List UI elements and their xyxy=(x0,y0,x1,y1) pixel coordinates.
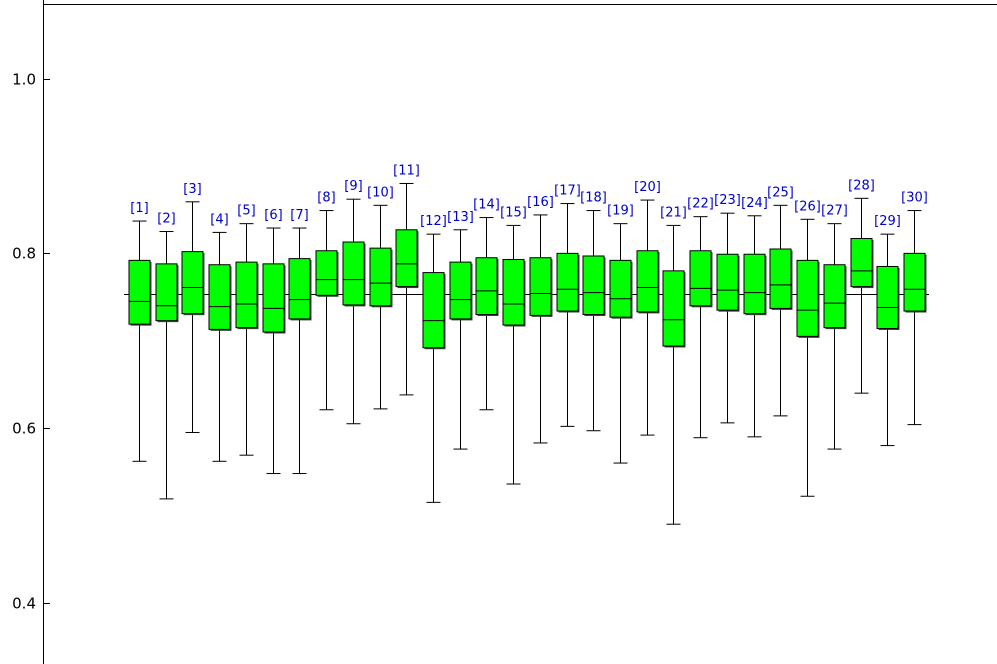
box-20: [20] xyxy=(634,180,661,436)
y-axis: 0.4 0.6 0.8 1.0 xyxy=(12,71,50,613)
box-body xyxy=(662,270,685,347)
box-7: [7] xyxy=(288,208,312,475)
box-body xyxy=(582,255,605,316)
box-label: [14] xyxy=(473,198,500,213)
box-body xyxy=(876,265,899,330)
box-body xyxy=(422,272,445,349)
box-label: [27] xyxy=(821,204,848,219)
box-28: [28] xyxy=(848,178,875,394)
box-18: [18] xyxy=(580,191,607,432)
box-body xyxy=(475,257,498,316)
box-label: [21] xyxy=(660,205,687,220)
box-2: [2] xyxy=(155,212,179,500)
box-16: [16] xyxy=(527,195,554,444)
box-body xyxy=(288,258,311,320)
box-30: [30] xyxy=(901,191,928,426)
box-label: [1] xyxy=(130,201,148,216)
box-14: [14] xyxy=(473,198,500,411)
box-13: [13] xyxy=(447,210,474,450)
box-body xyxy=(395,229,418,288)
box-label: [7] xyxy=(290,208,308,223)
box-label: [4] xyxy=(210,212,228,227)
box-label: [30] xyxy=(901,191,928,206)
box-label: [18] xyxy=(580,191,607,206)
box-body xyxy=(769,248,792,309)
box-body xyxy=(181,251,204,315)
box-23: [23] xyxy=(714,193,741,424)
box-11: [11] xyxy=(393,163,420,396)
box-26: [26] xyxy=(794,199,821,497)
box-label: [13] xyxy=(447,210,474,225)
box-body xyxy=(850,238,873,288)
y-tick-label: 0.4 xyxy=(12,595,36,613)
box-body xyxy=(556,252,579,312)
box-body xyxy=(689,250,712,307)
box-6: [6] xyxy=(262,208,286,475)
box-body xyxy=(449,261,472,320)
box-label: [2] xyxy=(157,212,175,227)
box-25: [25] xyxy=(767,185,794,417)
box-21: [21] xyxy=(660,205,687,525)
box-label: [10] xyxy=(367,185,394,200)
box-label: [28] xyxy=(848,178,875,193)
box-label: [19] xyxy=(607,204,634,219)
box-17: [17] xyxy=(554,184,581,427)
box-label: [3] xyxy=(183,182,201,197)
box-29: [29] xyxy=(874,214,901,447)
box-label: [15] xyxy=(500,205,527,220)
box-27: [27] xyxy=(821,204,848,450)
box-label: [17] xyxy=(554,184,581,199)
box-22: [22] xyxy=(687,197,714,439)
box-body xyxy=(235,261,258,329)
box-body xyxy=(636,250,659,313)
box-body xyxy=(262,263,285,333)
box-label: [12] xyxy=(420,214,447,229)
box-label: [23] xyxy=(714,193,741,208)
box-body xyxy=(529,257,552,316)
box-body xyxy=(743,253,766,315)
box-label: [8] xyxy=(317,191,335,206)
box-3: [3] xyxy=(181,182,205,433)
y-tick-label: 1.0 xyxy=(12,71,36,89)
box-label: [25] xyxy=(767,185,794,200)
box-label: [29] xyxy=(874,214,901,229)
box-body xyxy=(796,259,819,337)
boxes-layer: [1][2][3][4][5] [6] [7][8][9] [10][11][12][… xyxy=(128,163,928,525)
box-10: [10] xyxy=(367,185,394,410)
box-4: [4] xyxy=(208,212,232,462)
box-12: [12] xyxy=(420,214,447,503)
box-body xyxy=(342,241,365,306)
box-label: [26] xyxy=(794,199,821,214)
box-body xyxy=(903,252,926,312)
box-19: [19] xyxy=(607,204,634,464)
box-label: [6] xyxy=(264,208,282,223)
box-5: [5] xyxy=(235,204,259,456)
box-body xyxy=(155,263,178,322)
box-body xyxy=(823,264,846,329)
box-1: [1] xyxy=(128,201,152,462)
box-24: [24] xyxy=(741,196,768,438)
box-label: [16] xyxy=(527,195,554,210)
box-body xyxy=(369,247,392,307)
box-body xyxy=(315,250,338,296)
box-label: [22] xyxy=(687,197,714,212)
box-body xyxy=(502,258,525,326)
box-9: [9] xyxy=(342,179,366,425)
box-label: [24] xyxy=(741,196,768,211)
plot-frame xyxy=(43,0,997,664)
box-label: [5] xyxy=(237,204,255,219)
box-body xyxy=(128,259,151,325)
y-tick-label: 0.6 xyxy=(12,420,36,438)
box-8: [8] xyxy=(315,191,339,411)
y-tick-label: 0.8 xyxy=(12,245,36,263)
box-label: [9] xyxy=(344,179,362,194)
box-body xyxy=(716,253,739,311)
box-body xyxy=(609,259,632,318)
box-body xyxy=(208,264,231,330)
box-15: [15] xyxy=(500,205,527,485)
box-label: [20] xyxy=(634,180,661,195)
box-label: [11] xyxy=(393,163,420,178)
